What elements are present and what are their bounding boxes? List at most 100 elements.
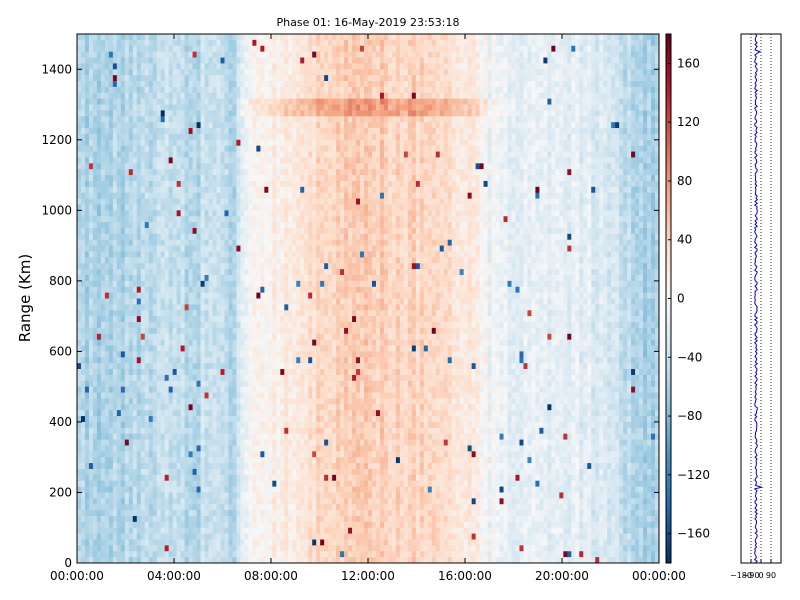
heatmap-cell	[156, 410, 162, 417]
heatmap-cell	[236, 198, 241, 205]
heatmap-cell	[276, 310, 281, 317]
heatmap-cell	[84, 439, 90, 446]
heatmap-cell	[208, 468, 213, 476]
heatmap-cell	[77, 504, 82, 511]
heatmap-cell	[284, 34, 289, 41]
heatmap-cell	[120, 98, 126, 105]
heatmap-cell	[264, 363, 269, 370]
heatmap-cell	[244, 75, 249, 82]
heatmap-cell	[176, 527, 182, 535]
heatmap-cell	[192, 151, 197, 158]
heatmap-cell	[252, 192, 257, 199]
heatmap-cell	[172, 510, 178, 517]
heatmap-cell	[268, 498, 273, 505]
heatmap-cell	[256, 86, 261, 94]
heatmap-cell	[120, 386, 126, 393]
heatmap-cell	[164, 86, 170, 94]
heatmap-cell	[208, 345, 213, 352]
heatmap-cell	[140, 180, 146, 188]
heatmap-cell	[224, 386, 229, 393]
heatmap-cell	[152, 386, 158, 393]
heatmap-cell	[292, 545, 297, 552]
heatmap-cell	[288, 98, 293, 105]
heatmap-cell	[260, 198, 265, 205]
heatmap-cell	[92, 239, 98, 246]
heatmap-cell	[120, 104, 126, 111]
heatmap-cell	[92, 57, 98, 64]
heatmap-cell	[184, 128, 190, 135]
heatmap-cell	[77, 75, 82, 82]
heatmap-cell	[252, 63, 257, 70]
heatmap-cell	[180, 122, 186, 129]
heatmap-cell	[160, 92, 166, 100]
heatmap-cell	[248, 198, 253, 205]
heatmap-cell	[220, 369, 225, 376]
heatmap-cell	[240, 227, 245, 235]
heatmap-cell	[140, 339, 146, 346]
heatmap-cell	[284, 380, 289, 388]
heatmap-cell	[88, 45, 94, 53]
heatmap-cell	[224, 163, 229, 170]
heatmap-cell	[228, 427, 233, 435]
heatmap-cell	[144, 175, 150, 182]
heatmap-cell	[148, 545, 154, 552]
heatmap-cell	[244, 468, 249, 476]
heatmap-cell	[156, 551, 162, 558]
heatmap-cell	[192, 327, 197, 335]
heatmap-cell	[276, 533, 281, 540]
heatmap-cell	[84, 345, 90, 352]
heatmap-cell	[180, 245, 186, 252]
heatmap-cell	[132, 81, 138, 88]
heatmap-cell	[224, 351, 229, 358]
heatmap-cell	[136, 310, 142, 317]
heatmap-cell	[292, 151, 297, 158]
heatmap-cell	[212, 286, 217, 294]
heatmap-cell	[144, 198, 150, 205]
heatmap-cell	[196, 557, 201, 564]
heatmap-cell	[244, 451, 249, 458]
heatmap-cell	[248, 521, 253, 529]
heatmap-cell	[184, 180, 190, 188]
heatmap-cell	[120, 210, 126, 217]
heatmap-cell	[280, 128, 285, 135]
heatmap-cell	[276, 251, 281, 258]
heatmap-cell	[148, 527, 154, 535]
heatmap-cell	[252, 492, 257, 499]
heatmap-cell	[208, 474, 213, 482]
heatmap-cell	[168, 128, 174, 135]
heatmap-cell	[204, 39, 209, 47]
heatmap-cell	[148, 98, 154, 105]
heatmap-cell	[172, 310, 178, 317]
heatmap-cell	[192, 69, 197, 76]
heatmap-cell	[176, 280, 182, 288]
heatmap-cell	[200, 427, 205, 435]
heatmap-cell	[144, 286, 150, 294]
heatmap-cell	[112, 416, 118, 423]
heatmap-cell	[288, 227, 293, 235]
heatmap-cell	[180, 374, 186, 382]
heatmap-cell	[132, 527, 138, 535]
heatmap-cell	[292, 445, 297, 452]
heatmap-cell	[288, 545, 293, 552]
heatmap-cell	[112, 192, 118, 199]
heatmap-cell	[120, 128, 126, 135]
heatmap-cell	[164, 280, 170, 288]
heatmap-cell	[128, 521, 134, 529]
heatmap-cell	[220, 421, 225, 429]
heatmap-cell	[244, 128, 249, 135]
heatmap-cell	[184, 63, 190, 70]
heatmap-cell	[292, 216, 297, 223]
heatmap-cell	[184, 204, 190, 211]
heatmap-cell	[92, 492, 98, 499]
heatmap-cell	[132, 133, 138, 141]
heatmap-cell	[200, 468, 205, 476]
heatmap-cell	[200, 333, 205, 341]
heatmap-cell	[244, 492, 249, 499]
heatmap-cell	[260, 292, 265, 299]
heatmap-cell	[168, 210, 174, 217]
heatmap-cell	[220, 81, 225, 88]
heatmap-cell	[80, 427, 86, 435]
heatmap-cell	[112, 92, 118, 100]
heatmap-cell	[188, 128, 194, 135]
heatmap-cell	[144, 292, 150, 299]
